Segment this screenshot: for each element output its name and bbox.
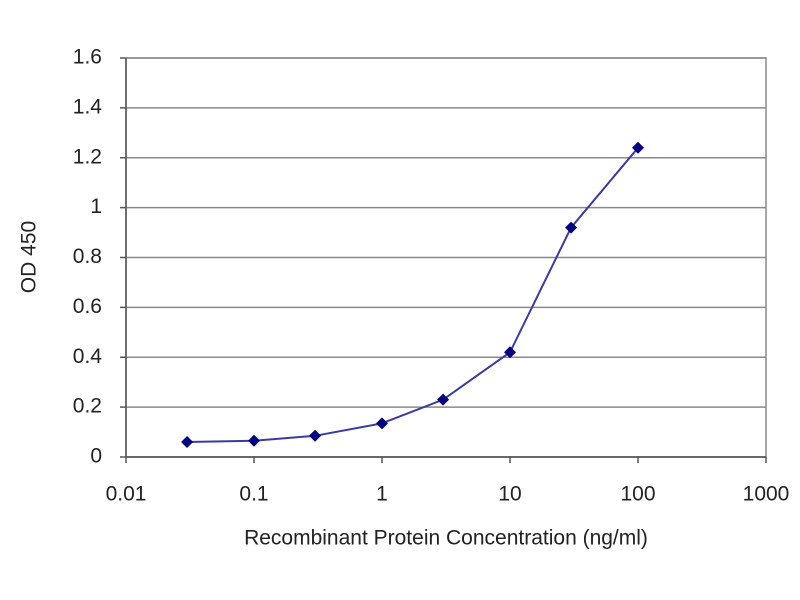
x-tick-label: 0.01: [106, 483, 147, 506]
x-tick-label: 0.1: [239, 483, 268, 506]
x-tick-label: 100: [620, 483, 655, 506]
y-tick-label: 1.4: [73, 95, 103, 118]
data-point: [632, 141, 644, 154]
y-tick-label: 0.6: [73, 295, 102, 318]
data-point: [504, 346, 516, 359]
data-point: [437, 393, 450, 406]
data-point: [181, 436, 194, 449]
y-tick-label: 0: [90, 445, 102, 468]
y-tick-label: 1.6: [73, 46, 102, 69]
x-axis-label: Recombinant Protein Concentration (ng/ml…: [244, 527, 648, 550]
x-tick-label: 10: [498, 483, 521, 506]
y-tick-label: 1: [90, 195, 102, 218]
y-tick-label: 1.2: [73, 145, 102, 168]
data-point: [248, 434, 260, 447]
y-axis-label: OD 450: [18, 221, 41, 293]
data-point: [376, 417, 388, 430]
data-point: [309, 429, 322, 442]
x-tick-label: 1: [376, 483, 388, 506]
data-line: [187, 147, 639, 444]
y-tick-label: 0.2: [73, 395, 102, 418]
y-tick-label: 0.8: [73, 245, 102, 268]
data-point: [565, 221, 578, 234]
x-tick-label: 1000: [743, 483, 790, 506]
y-tick-label: 0.4: [73, 345, 103, 368]
